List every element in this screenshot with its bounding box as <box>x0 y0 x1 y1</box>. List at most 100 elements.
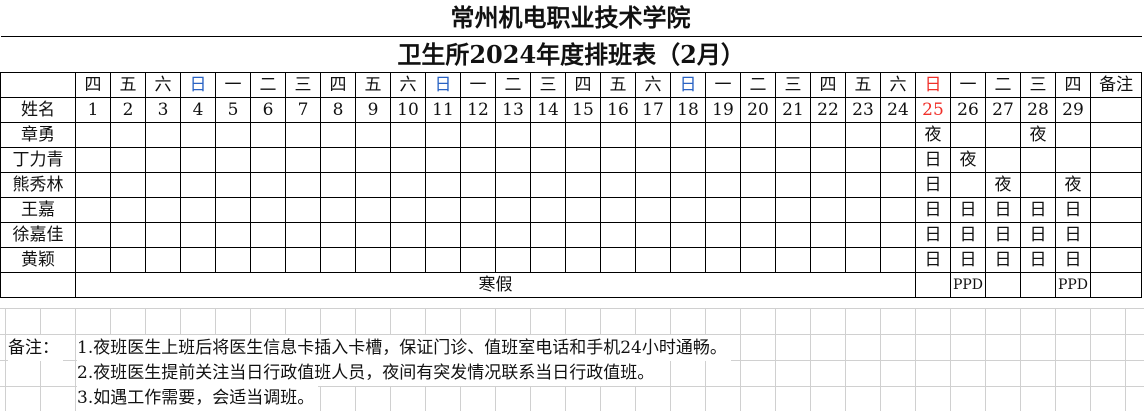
weekday-cell[interactable]: 六 <box>880 72 916 98</box>
date-cell[interactable]: 17 <box>635 97 671 123</box>
weekday-cell[interactable]: 二 <box>495 72 531 98</box>
shift-cell[interactable]: 日 <box>985 222 1021 248</box>
shift-cell[interactable] <box>75 147 111 173</box>
shift-cell[interactable] <box>390 197 426 223</box>
shift-cell[interactable] <box>355 122 391 148</box>
shift-cell[interactable] <box>565 197 601 223</box>
shift-cell[interactable] <box>600 247 636 273</box>
shift-cell[interactable] <box>810 122 846 148</box>
shift-cell[interactable] <box>110 147 146 173</box>
shift-cell[interactable] <box>495 222 531 248</box>
weekday-cell[interactable]: 五 <box>355 72 391 98</box>
shift-cell[interactable] <box>215 122 251 148</box>
shift-cell[interactable] <box>460 172 496 198</box>
shift-cell[interactable] <box>180 122 216 148</box>
shift-cell[interactable] <box>530 247 566 273</box>
date-cell[interactable]: 2 <box>110 97 146 123</box>
date-cell[interactable]: 22 <box>810 97 846 123</box>
shift-cell[interactable] <box>110 172 146 198</box>
shift-cell[interactable] <box>635 147 671 173</box>
weekday-cell[interactable]: 一 <box>215 72 251 98</box>
date-cell[interactable]: 13 <box>495 97 531 123</box>
weekday-cell[interactable]: 一 <box>460 72 496 98</box>
shift-cell[interactable] <box>215 147 251 173</box>
weekday-cell[interactable]: 三 <box>1020 72 1056 98</box>
shift-cell[interactable] <box>565 147 601 173</box>
shift-cell[interactable] <box>705 247 741 273</box>
shift-cell[interactable] <box>670 122 706 148</box>
shift-cell[interactable] <box>565 172 601 198</box>
shift-cell[interactable] <box>705 147 741 173</box>
weekday-cell[interactable]: 五 <box>600 72 636 98</box>
shift-cell[interactable] <box>810 147 846 173</box>
weekday-cell[interactable]: 四 <box>810 72 846 98</box>
date-cell[interactable]: 11 <box>425 97 461 123</box>
ppd-cell[interactable] <box>985 272 1021 298</box>
shift-cell[interactable] <box>250 197 286 223</box>
date-cell[interactable]: 27 <box>985 97 1021 123</box>
date-cell[interactable]: 5 <box>215 97 251 123</box>
shift-cell[interactable] <box>75 222 111 248</box>
ppd-cell[interactable] <box>915 272 951 298</box>
weekday-cell[interactable]: 二 <box>250 72 286 98</box>
shift-cell[interactable] <box>215 197 251 223</box>
shift-cell[interactable] <box>670 147 706 173</box>
shift-cell[interactable] <box>460 147 496 173</box>
date-cell[interactable]: 26 <box>950 97 986 123</box>
shift-cell[interactable] <box>635 222 671 248</box>
shift-cell[interactable] <box>1020 147 1056 173</box>
shift-cell[interactable] <box>600 147 636 173</box>
shift-cell[interactable] <box>740 172 776 198</box>
date-cell[interactable]: 16 <box>600 97 636 123</box>
shift-cell[interactable] <box>530 172 566 198</box>
shift-cell[interactable] <box>810 247 846 273</box>
weekday-cell[interactable]: 三 <box>530 72 566 98</box>
weekday-cell[interactable]: 四 <box>320 72 356 98</box>
shift-cell[interactable] <box>320 197 356 223</box>
shift-cell[interactable] <box>285 172 321 198</box>
shift-cell[interactable] <box>180 247 216 273</box>
shift-cell[interactable] <box>950 122 986 148</box>
shift-cell[interactable] <box>425 222 461 248</box>
shift-cell[interactable] <box>390 122 426 148</box>
shift-cell[interactable] <box>600 222 636 248</box>
staff-name[interactable]: 徐嘉佳 <box>0 222 76 248</box>
shift-cell[interactable] <box>705 222 741 248</box>
shift-cell[interactable] <box>565 122 601 148</box>
shift-cell[interactable] <box>985 122 1021 148</box>
weekday-cell[interactable]: 二 <box>985 72 1021 98</box>
shift-cell[interactable] <box>285 247 321 273</box>
shift-cell[interactable]: 日 <box>1020 222 1056 248</box>
shift-cell[interactable]: 夜 <box>1055 172 1091 198</box>
remark-cell[interactable] <box>1089 97 1143 123</box>
shift-cell[interactable] <box>460 222 496 248</box>
shift-cell[interactable] <box>880 222 916 248</box>
staff-name[interactable]: 熊秀林 <box>0 172 76 198</box>
shift-cell[interactable] <box>670 172 706 198</box>
shift-cell[interactable] <box>1055 147 1091 173</box>
date-cell[interactable]: 4 <box>180 97 216 123</box>
holiday-name-cell[interactable] <box>0 272 76 298</box>
shift-cell[interactable] <box>320 222 356 248</box>
shift-cell[interactable]: 日 <box>915 172 951 198</box>
shift-cell[interactable] <box>180 222 216 248</box>
ppd-cell[interactable]: PPD <box>1055 272 1091 298</box>
shift-cell[interactable] <box>390 172 426 198</box>
shift-cell[interactable] <box>845 222 881 248</box>
shift-cell[interactable] <box>530 197 566 223</box>
shift-cell[interactable] <box>460 247 496 273</box>
weekday-cell[interactable]: 四 <box>75 72 111 98</box>
weekday-cell[interactable]: 六 <box>390 72 426 98</box>
shift-cell[interactable] <box>180 147 216 173</box>
weekday-cell[interactable]: 四 <box>1055 72 1091 98</box>
shift-cell[interactable] <box>425 197 461 223</box>
date-cell[interactable]: 25 <box>915 97 951 123</box>
date-cell[interactable]: 7 <box>285 97 321 123</box>
date-cell[interactable]: 1 <box>75 97 111 123</box>
staff-name[interactable]: 王嘉 <box>0 197 76 223</box>
shift-cell[interactable] <box>145 247 181 273</box>
shift-cell[interactable]: 日 <box>950 197 986 223</box>
weekday-cell[interactable]: 日 <box>670 72 706 98</box>
date-cell[interactable]: 20 <box>740 97 776 123</box>
shift-cell[interactable] <box>75 197 111 223</box>
